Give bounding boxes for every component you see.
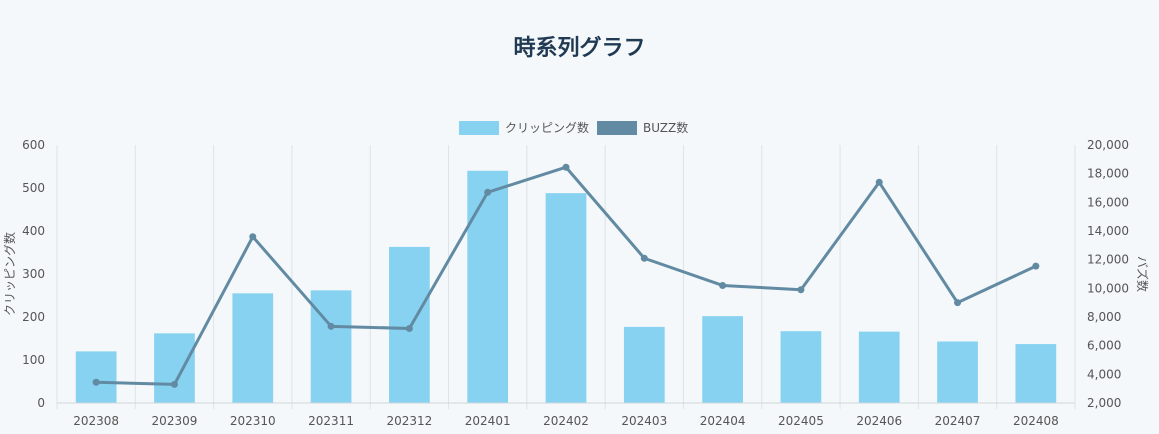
buzz-point-202309 [170, 380, 178, 388]
y-left-tick-label: 200 [22, 310, 45, 324]
y-left-tick-label: 400 [22, 224, 45, 238]
bar-202401 [467, 170, 509, 403]
y-left-axis-title: クリッピング数 [2, 232, 17, 316]
x-tick-label: 202310 [230, 414, 276, 428]
legend: クリッピング数 BUZZ数 [459, 120, 688, 135]
y-left-tick-label: 0 [37, 396, 45, 410]
y-left-tick-label: 100 [22, 353, 45, 367]
axes: 202308 202309 202310 202311 202312 202401 2024… [2, 138, 1150, 428]
buzz-point-202401 [484, 188, 492, 196]
x-tick-label: 202311 [308, 414, 354, 428]
y-right-tick-label: 4,000 [1087, 367, 1121, 381]
y-left-tick-label: 600 [22, 138, 45, 152]
buzz-point-202403 [640, 254, 648, 262]
x-tick-label: 202408 [1013, 414, 1059, 428]
y-right-tick-label: 18,000 [1087, 167, 1129, 181]
bar-202312 [389, 246, 430, 403]
legend-swatch-clipping [459, 121, 499, 135]
bar-202403 [623, 326, 665, 403]
x-tick-label: 202407 [935, 414, 981, 428]
buzz-point-202408 [1032, 262, 1040, 270]
y-right-axis-title: バズ数 [1135, 256, 1150, 292]
grid-lines [56, 145, 1076, 409]
y-right-tick-label: 8,000 [1087, 310, 1121, 324]
buzz-point-202312 [405, 324, 413, 332]
buzz-point-202311 [327, 322, 335, 330]
buzz-point-202407 [954, 299, 962, 307]
y-right-tick-label: 14,000 [1087, 224, 1129, 238]
bar-202308 [75, 351, 117, 403]
x-tick-label: 202404 [700, 414, 746, 428]
legend-label-buzz: BUZZ数 [643, 120, 688, 135]
x-tick-label: 202406 [856, 414, 902, 428]
x-tick-label: 202309 [152, 414, 198, 428]
x-tick-label: 202312 [386, 414, 432, 428]
x-tick-label: 202405 [778, 414, 824, 428]
buzz-point-202404 [719, 281, 727, 289]
x-tick-label: 202401 [465, 414, 511, 428]
y-right-tick-label: 20,000 [1087, 138, 1129, 152]
y-right-tick-label: 6,000 [1087, 339, 1121, 353]
bar-202404 [702, 316, 743, 403]
legend-label-clipping: クリッピング数 [505, 120, 589, 135]
x-tick-label: 202402 [543, 414, 589, 428]
buzz-point-202405 [797, 286, 805, 294]
line-series [92, 163, 1040, 388]
y-left-tick-label: 300 [22, 267, 45, 281]
x-tick-label: 202403 [621, 414, 667, 428]
bar-202405 [780, 331, 822, 403]
y-right-tick-label: 12,000 [1087, 253, 1129, 267]
bar-202311 [310, 290, 352, 403]
bar-202310 [232, 293, 274, 403]
buzz-point-202308 [92, 378, 100, 386]
bar-202402 [545, 193, 587, 403]
y-right-tick-label: 2,000 [1087, 396, 1121, 410]
chart-title: 時系列グラフ [513, 36, 646, 61]
bar-202407 [937, 341, 978, 403]
bar-202406 [858, 331, 900, 403]
buzz-point-202406 [875, 178, 883, 186]
y-right-tick-label: 16,000 [1087, 195, 1129, 209]
bar-202309 [154, 333, 195, 403]
bar-202408 [1015, 344, 1057, 403]
x-tick-label: 202308 [73, 414, 119, 428]
bar-series [75, 170, 1057, 403]
y-right-tick-label: 10,000 [1087, 281, 1129, 295]
legend-swatch-buzz [597, 121, 637, 135]
buzz-point-202310 [249, 233, 257, 241]
y-left-tick-label: 500 [22, 181, 45, 195]
buzz-point-202402 [562, 163, 570, 171]
